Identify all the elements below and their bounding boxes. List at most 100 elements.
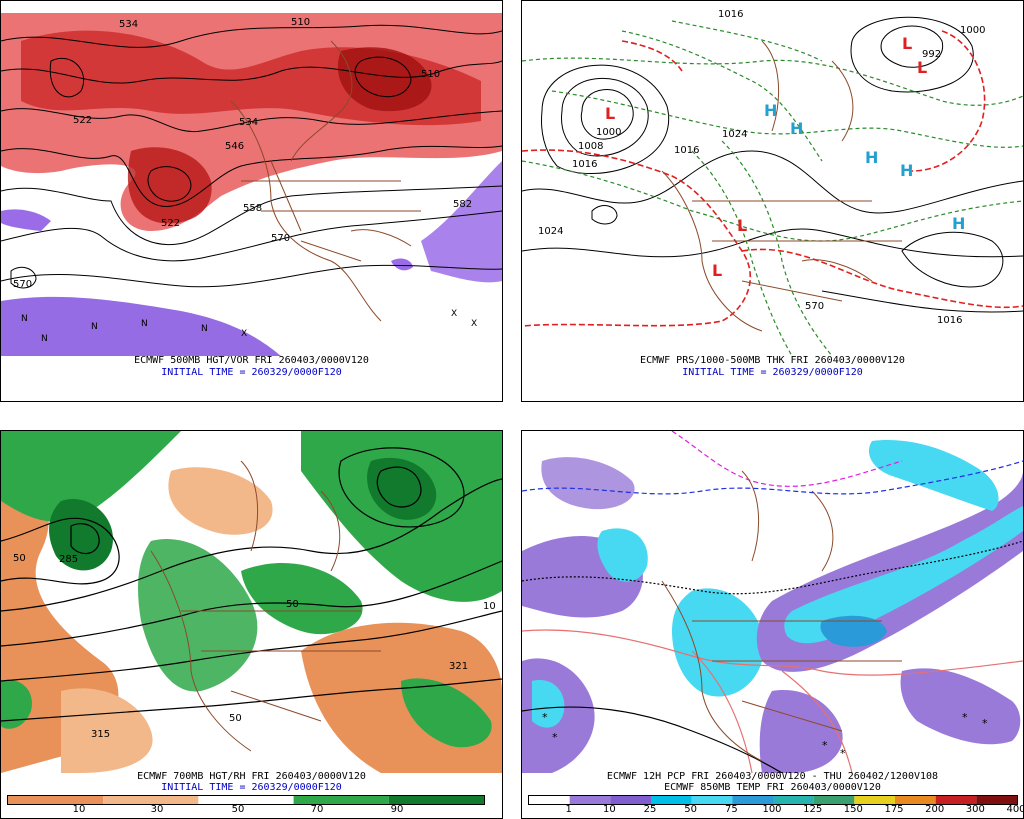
svg-text:315: 315	[91, 729, 110, 740]
svg-text:H: H	[764, 101, 777, 120]
negative-vorticity-shading	[1, 296, 281, 356]
svg-text:522: 522	[161, 218, 180, 229]
precip-label: 75	[724, 804, 738, 815]
panel-prs-thickness: L L L L L H H H H H 1016 1008 1000 1024 …	[521, 0, 1024, 402]
svg-text:1000: 1000	[960, 25, 985, 36]
svg-text:L: L	[902, 34, 912, 53]
svg-text:50: 50	[229, 713, 242, 724]
snow-markers: * * * * * *	[542, 711, 988, 760]
rh-label: 10	[72, 804, 86, 815]
svg-text:L: L	[605, 104, 615, 123]
panel-700mb-hgt-rh: 285 315 321 50 50 10 50 ECMWF 700MB HGT/…	[0, 430, 503, 819]
precip-label: 50	[684, 804, 698, 815]
svg-text:N: N	[141, 319, 148, 329]
panel-precip-caption-temp: ECMWF 850MB TEMP FRI 260403/0000V120	[664, 782, 881, 793]
contour-labels: 1016 1008 1000 1024 1016 992 1000 1016 5…	[538, 9, 985, 326]
svg-text:*: *	[982, 717, 988, 730]
svg-text:1016: 1016	[674, 145, 699, 156]
precip-label: 100	[762, 804, 782, 815]
svg-text:582: 582	[453, 199, 472, 210]
svg-text:X: X	[471, 319, 477, 329]
svg-text:X: X	[451, 309, 457, 319]
svg-text:H: H	[865, 148, 878, 167]
rh-colorbar-swatch	[103, 796, 199, 804]
precip-colorbar-swatch	[569, 796, 611, 804]
svg-text:510: 510	[291, 17, 310, 28]
map-prs-thk: L L L L L H H H H H 1016 1008 1000 1024 …	[522, 9, 1023, 356]
svg-text:*: *	[552, 731, 558, 744]
svg-text:570: 570	[805, 301, 824, 312]
svg-text:285: 285	[59, 554, 78, 565]
precip-colorbar	[528, 795, 1018, 805]
precip-colorbar-swatch	[895, 796, 936, 804]
svg-text:*: *	[822, 739, 828, 752]
svg-text:L: L	[712, 261, 722, 280]
precip-colorbar-labels: 1 10 25 50 75 100 125 150 175 200 300 400	[528, 804, 1023, 816]
svg-text:1016: 1016	[718, 9, 743, 20]
rh-label: 90	[390, 804, 404, 815]
map-700mb: 285 315 321 50 50 10 50	[1, 431, 502, 773]
rh-colorbar-swatch	[293, 796, 389, 804]
svg-text:L: L	[737, 216, 747, 235]
svg-text:1016: 1016	[572, 159, 597, 170]
thickness-contours	[522, 20, 1023, 356]
svg-text:570: 570	[271, 233, 290, 244]
svg-text:321: 321	[449, 661, 468, 672]
rh-colorbar-swatch	[388, 796, 484, 804]
moist-shading	[1, 431, 181, 522]
svg-text:510: 510	[421, 69, 440, 80]
panel-500mb-hgt-vor: N N N N N X X X 534 510 522 534 546 558 570 5…	[0, 0, 503, 402]
panel-precip-caption-valid: ECMWF 12H PCP FRI 260403/0000V120 - THU …	[606, 771, 939, 782]
svg-text:1008: 1008	[578, 141, 603, 152]
svg-text:*: *	[962, 711, 968, 724]
rh-label: 30	[150, 804, 164, 815]
svg-text:570: 570	[13, 279, 32, 290]
precip-label: 300	[965, 804, 985, 815]
panel-precip-850temp: * * * * * * ECMWF 12H PCP FRI 260403/0000V1…	[521, 430, 1024, 819]
svg-text:558: 558	[243, 203, 262, 214]
panel-prs-caption-valid: ECMWF PRS/1000-500MB THK FRI 260403/0000…	[640, 355, 905, 366]
precip-colorbar-swatch	[610, 796, 651, 804]
svg-text:H: H	[790, 119, 803, 138]
svg-text:1000: 1000	[596, 127, 621, 138]
geography-borders	[150, 460, 381, 752]
panel-700mb-caption-valid: ECMWF 700MB HGT/RH FRI 260403/0000V120	[137, 771, 366, 782]
geography-borders	[661, 40, 902, 332]
svg-text:N: N	[91, 322, 98, 332]
isobar-contours	[522, 16, 1023, 313]
svg-text:*: *	[840, 747, 846, 760]
precip-colorbar-swatch	[854, 796, 895, 804]
svg-text:534: 534	[119, 19, 138, 30]
svg-text:1024: 1024	[538, 226, 563, 237]
svg-text:50: 50	[13, 553, 26, 564]
height-contours	[1, 447, 502, 722]
panel-500mb-caption-valid: ECMWF 500MB HGT/VOR FRI 260403/0000V120	[134, 355, 369, 366]
panel-500mb-caption-initial: INITIAL TIME = 260329/0000F120	[161, 367, 342, 378]
precip-colorbar-swatch	[732, 796, 773, 804]
map-precip: * * * * * *	[522, 431, 1023, 773]
map-500mb: N N N N N X X X 534 510 522 534 546 558 570 5…	[1, 13, 502, 356]
precip-colorbar-swatch	[529, 796, 570, 804]
svg-text:50: 50	[286, 599, 299, 610]
contour-labels: 534 510 522 534 546 558 570 582 570 522 …	[13, 17, 472, 290]
precip-colorbar-swatch	[651, 796, 692, 804]
precip-label: 400	[1006, 804, 1024, 815]
precip-label: 25	[643, 804, 657, 815]
svg-text:X: X	[241, 329, 247, 339]
precip-colorbar-swatch	[691, 796, 733, 804]
svg-text:1024: 1024	[722, 129, 747, 140]
svg-text:H: H	[952, 214, 965, 233]
precip-label: 150	[843, 804, 863, 815]
precip-colorbar-swatch	[935, 796, 977, 804]
svg-text:992: 992	[922, 49, 941, 60]
precip-label: 125	[803, 804, 823, 815]
vorticity-markers: N N N N N X X X	[21, 309, 477, 344]
geography-borders	[661, 470, 902, 762]
thickness-red-contours	[522, 30, 1023, 327]
height-contours	[1, 24, 502, 289]
svg-text:N: N	[41, 334, 48, 344]
temperature-contours	[522, 431, 1023, 773]
precip-label: 175	[884, 804, 904, 815]
rh-colorbar-swatch	[198, 796, 294, 804]
svg-text:1016: 1016	[937, 315, 962, 326]
